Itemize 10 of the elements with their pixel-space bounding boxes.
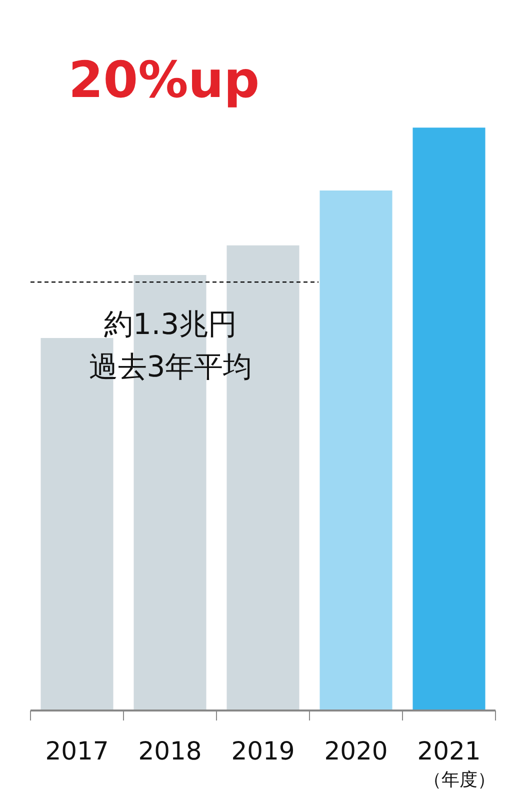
x-tick-label: 2021: [417, 736, 481, 766]
x-tick-label: 2019: [231, 736, 295, 766]
x-tick-label: 2020: [324, 736, 388, 766]
bar: [412, 128, 486, 710]
x-tick-label: 2018: [138, 736, 202, 766]
ref-line-label: 約1.3兆円過去3年平均: [88, 306, 252, 384]
bar: [320, 190, 392, 710]
x-axis-title: （年度）: [424, 770, 496, 790]
text: 20%up: [68, 50, 260, 109]
x-tick-label: 2017: [45, 736, 109, 766]
